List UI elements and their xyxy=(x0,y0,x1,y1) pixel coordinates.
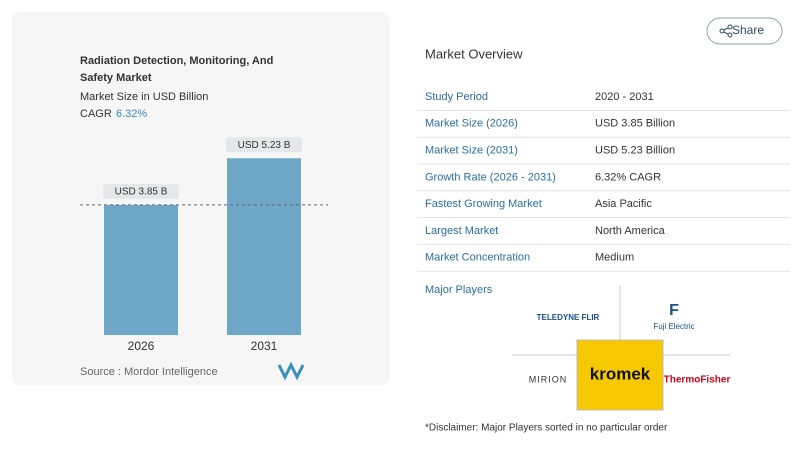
row-value: 6.32% CAGR xyxy=(595,171,661,183)
row-label: Market Size (2031) xyxy=(425,145,518,157)
row-value: Asia Pacific xyxy=(595,198,652,210)
value-label-box xyxy=(226,137,302,153)
players-title: Major Players xyxy=(425,284,493,296)
row-value: 2020 - 2031 xyxy=(595,91,654,103)
row-value: North America xyxy=(595,225,666,237)
cagr-value: 6.32% xyxy=(116,108,147,120)
share-label[interactable]: Share xyxy=(732,23,764,37)
row-value: USD 5.23 Billion xyxy=(595,145,675,157)
row-label: Study Period xyxy=(425,91,488,103)
player: TELEDYNE FLIR xyxy=(537,313,600,322)
value-label: USD 3.85 B xyxy=(115,187,168,198)
player: Fuji Electric xyxy=(653,322,694,331)
chart-card xyxy=(12,12,390,385)
row-label: Market Size (2026) xyxy=(425,118,518,130)
player: kromek xyxy=(590,364,651,383)
share-icon xyxy=(719,24,733,38)
x-tick-label: 2031 xyxy=(251,339,278,353)
player: ThermoFisher xyxy=(664,375,731,386)
row-label: Fastest Growing Market xyxy=(425,198,542,210)
chart-subtitle: Market Size in USD Billion xyxy=(80,91,208,103)
player: MIRION xyxy=(529,374,568,384)
bar xyxy=(104,204,178,335)
bar xyxy=(227,158,301,335)
source: Source : Mordor Intelligence xyxy=(80,366,218,378)
value-label: USD 5.23 B xyxy=(238,140,291,151)
share-button[interactable] xyxy=(706,17,783,45)
value-label-box xyxy=(103,183,179,199)
row-value: Medium xyxy=(595,252,634,264)
x-tick-label: 2026 xyxy=(128,339,155,353)
row-label: Growth Rate (2026 - 2031) xyxy=(425,171,556,183)
row-label: Market Concentration xyxy=(425,252,530,264)
chart-title: Radiation Detection, Monitoring, And Safe… xyxy=(80,55,273,84)
fuji-mark: F xyxy=(669,302,679,319)
logo xyxy=(277,361,305,381)
row-label: Largest Market xyxy=(425,225,498,237)
disclaimer: *Disclaimer: Major Players sorted in no … xyxy=(425,423,668,434)
overview-title: Market Overview xyxy=(425,46,523,61)
kromek-box xyxy=(576,339,664,411)
cagr-label: CAGR xyxy=(80,108,112,120)
row-value: USD 3.85 Billion xyxy=(595,118,675,130)
